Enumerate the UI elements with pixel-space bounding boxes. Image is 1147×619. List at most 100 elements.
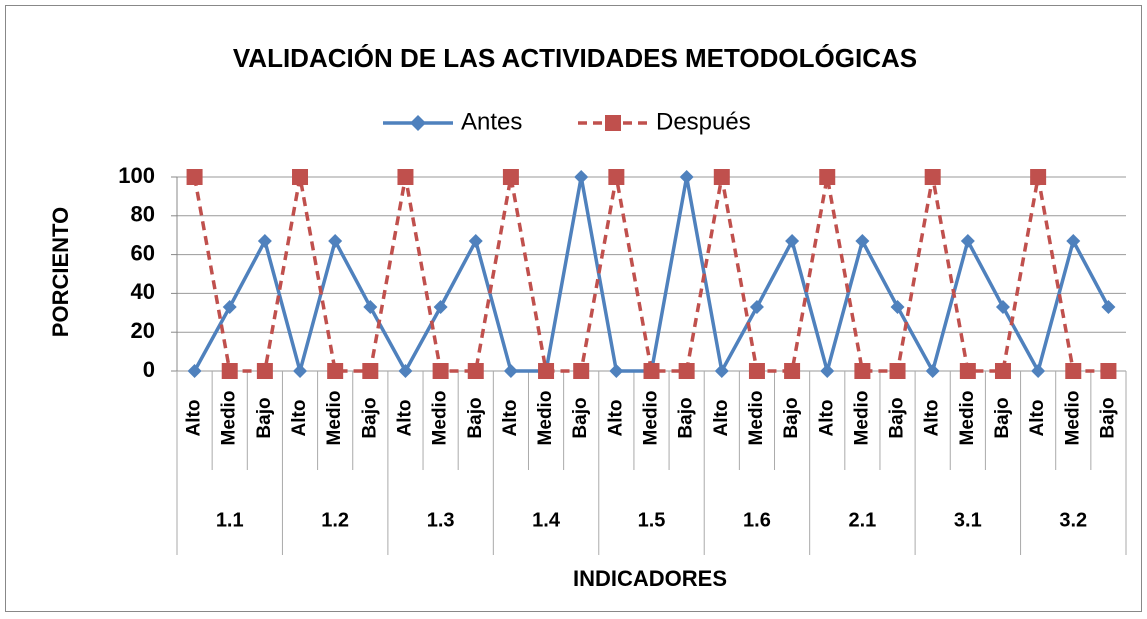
series-line xyxy=(192,176,1109,373)
marker xyxy=(819,169,836,185)
marker xyxy=(1100,363,1117,379)
marker xyxy=(187,364,202,378)
y-tick-label: 60 xyxy=(131,240,155,265)
group-label: 3.2 xyxy=(1059,509,1087,531)
marker xyxy=(889,363,906,379)
marker xyxy=(820,364,835,378)
marker xyxy=(679,170,694,184)
marker xyxy=(855,234,870,249)
marker xyxy=(643,363,660,379)
marker xyxy=(574,170,589,184)
marker xyxy=(959,363,976,379)
x-tick-label: Alto xyxy=(711,400,732,437)
x-tick-label: Alto xyxy=(1027,400,1048,437)
y-tick-label: 100 xyxy=(118,163,155,188)
marker xyxy=(924,169,941,185)
marker xyxy=(925,364,940,378)
legend-marker xyxy=(605,115,621,131)
x-tick-label: Medio xyxy=(324,391,345,446)
marker xyxy=(292,169,309,185)
legend-label: Antes xyxy=(461,108,522,135)
marker xyxy=(573,363,590,379)
x-tick-label: Bajo xyxy=(992,397,1013,438)
group-label: 1.3 xyxy=(427,509,455,531)
group-label: 3.1 xyxy=(954,509,982,531)
marker xyxy=(960,234,975,249)
group-label: 1.6 xyxy=(743,509,771,531)
marker xyxy=(1030,169,1047,185)
x-tick-label: Medio xyxy=(1062,391,1083,446)
chart-border xyxy=(5,5,1142,612)
marker xyxy=(678,363,695,379)
marker xyxy=(327,363,344,379)
x-tick-label: Alto xyxy=(605,400,626,437)
y-tick-label: 40 xyxy=(131,279,155,304)
y-axis-label: PORCIENTO xyxy=(48,207,73,337)
chart-title: VALIDACIÓN DE LAS ACTIVIDADES METODOLÓGI… xyxy=(233,43,917,73)
marker xyxy=(186,169,203,185)
marker xyxy=(538,363,555,379)
marker xyxy=(432,363,449,379)
x-tick-label: Medio xyxy=(535,391,556,446)
marker xyxy=(1066,234,1081,249)
marker xyxy=(713,169,730,185)
x-tick-label: Bajo xyxy=(359,397,380,438)
x-tick-label: Medio xyxy=(430,391,451,446)
marker xyxy=(608,169,625,185)
x-tick-label: Medio xyxy=(219,391,240,446)
marker xyxy=(362,363,379,379)
x-tick-label: Bajo xyxy=(1097,397,1118,438)
y-tick-label: 20 xyxy=(131,318,155,343)
marker xyxy=(785,234,800,249)
marker xyxy=(609,364,624,378)
marker xyxy=(1031,364,1046,378)
x-tick-label: Alto xyxy=(816,400,837,437)
marker xyxy=(1101,299,1116,314)
marker xyxy=(714,364,729,378)
marker xyxy=(222,299,237,314)
marker xyxy=(397,169,414,185)
marker xyxy=(468,234,483,249)
x-tick-label: Bajo xyxy=(254,397,275,438)
y-tick-label: 0 xyxy=(143,357,155,382)
marker xyxy=(398,364,413,378)
group-label: 1.4 xyxy=(532,509,561,531)
x-tick-label: Bajo xyxy=(887,397,908,438)
marker xyxy=(293,364,308,378)
x-tick-label: Medio xyxy=(746,391,767,446)
marker xyxy=(784,363,801,379)
marker xyxy=(363,299,378,314)
x-tick-label: Bajo xyxy=(465,397,486,438)
x-tick-label: Bajo xyxy=(570,397,591,438)
marker xyxy=(257,234,272,249)
group-label: 1.2 xyxy=(321,509,349,531)
marker xyxy=(502,169,519,185)
marker xyxy=(890,299,905,314)
marker xyxy=(749,299,764,314)
marker xyxy=(994,363,1011,379)
marker xyxy=(221,363,238,379)
legend-marker xyxy=(410,115,426,131)
group-label: 1.1 xyxy=(216,509,244,531)
marker xyxy=(995,299,1010,314)
x-tick-label: Medio xyxy=(957,391,978,446)
marker xyxy=(1065,363,1082,379)
x-tick-label: Bajo xyxy=(676,397,697,438)
x-tick-label: Alto xyxy=(500,400,521,437)
marker xyxy=(328,234,343,249)
marker xyxy=(256,363,273,379)
x-axis-label: INDICADORES xyxy=(573,566,727,591)
marker xyxy=(467,363,484,379)
y-tick-label: 80 xyxy=(131,202,155,227)
marker xyxy=(854,363,871,379)
legend-label: Después xyxy=(656,108,751,135)
x-tick-label: Alto xyxy=(289,400,310,437)
x-tick-label: Medio xyxy=(641,391,662,446)
x-tick-label: Bajo xyxy=(781,397,802,438)
marker xyxy=(748,363,765,379)
group-label: 1.5 xyxy=(638,509,666,531)
x-tick-label: Alto xyxy=(184,400,205,437)
group-label: 2.1 xyxy=(848,509,876,531)
x-tick-label: Alto xyxy=(922,400,943,437)
